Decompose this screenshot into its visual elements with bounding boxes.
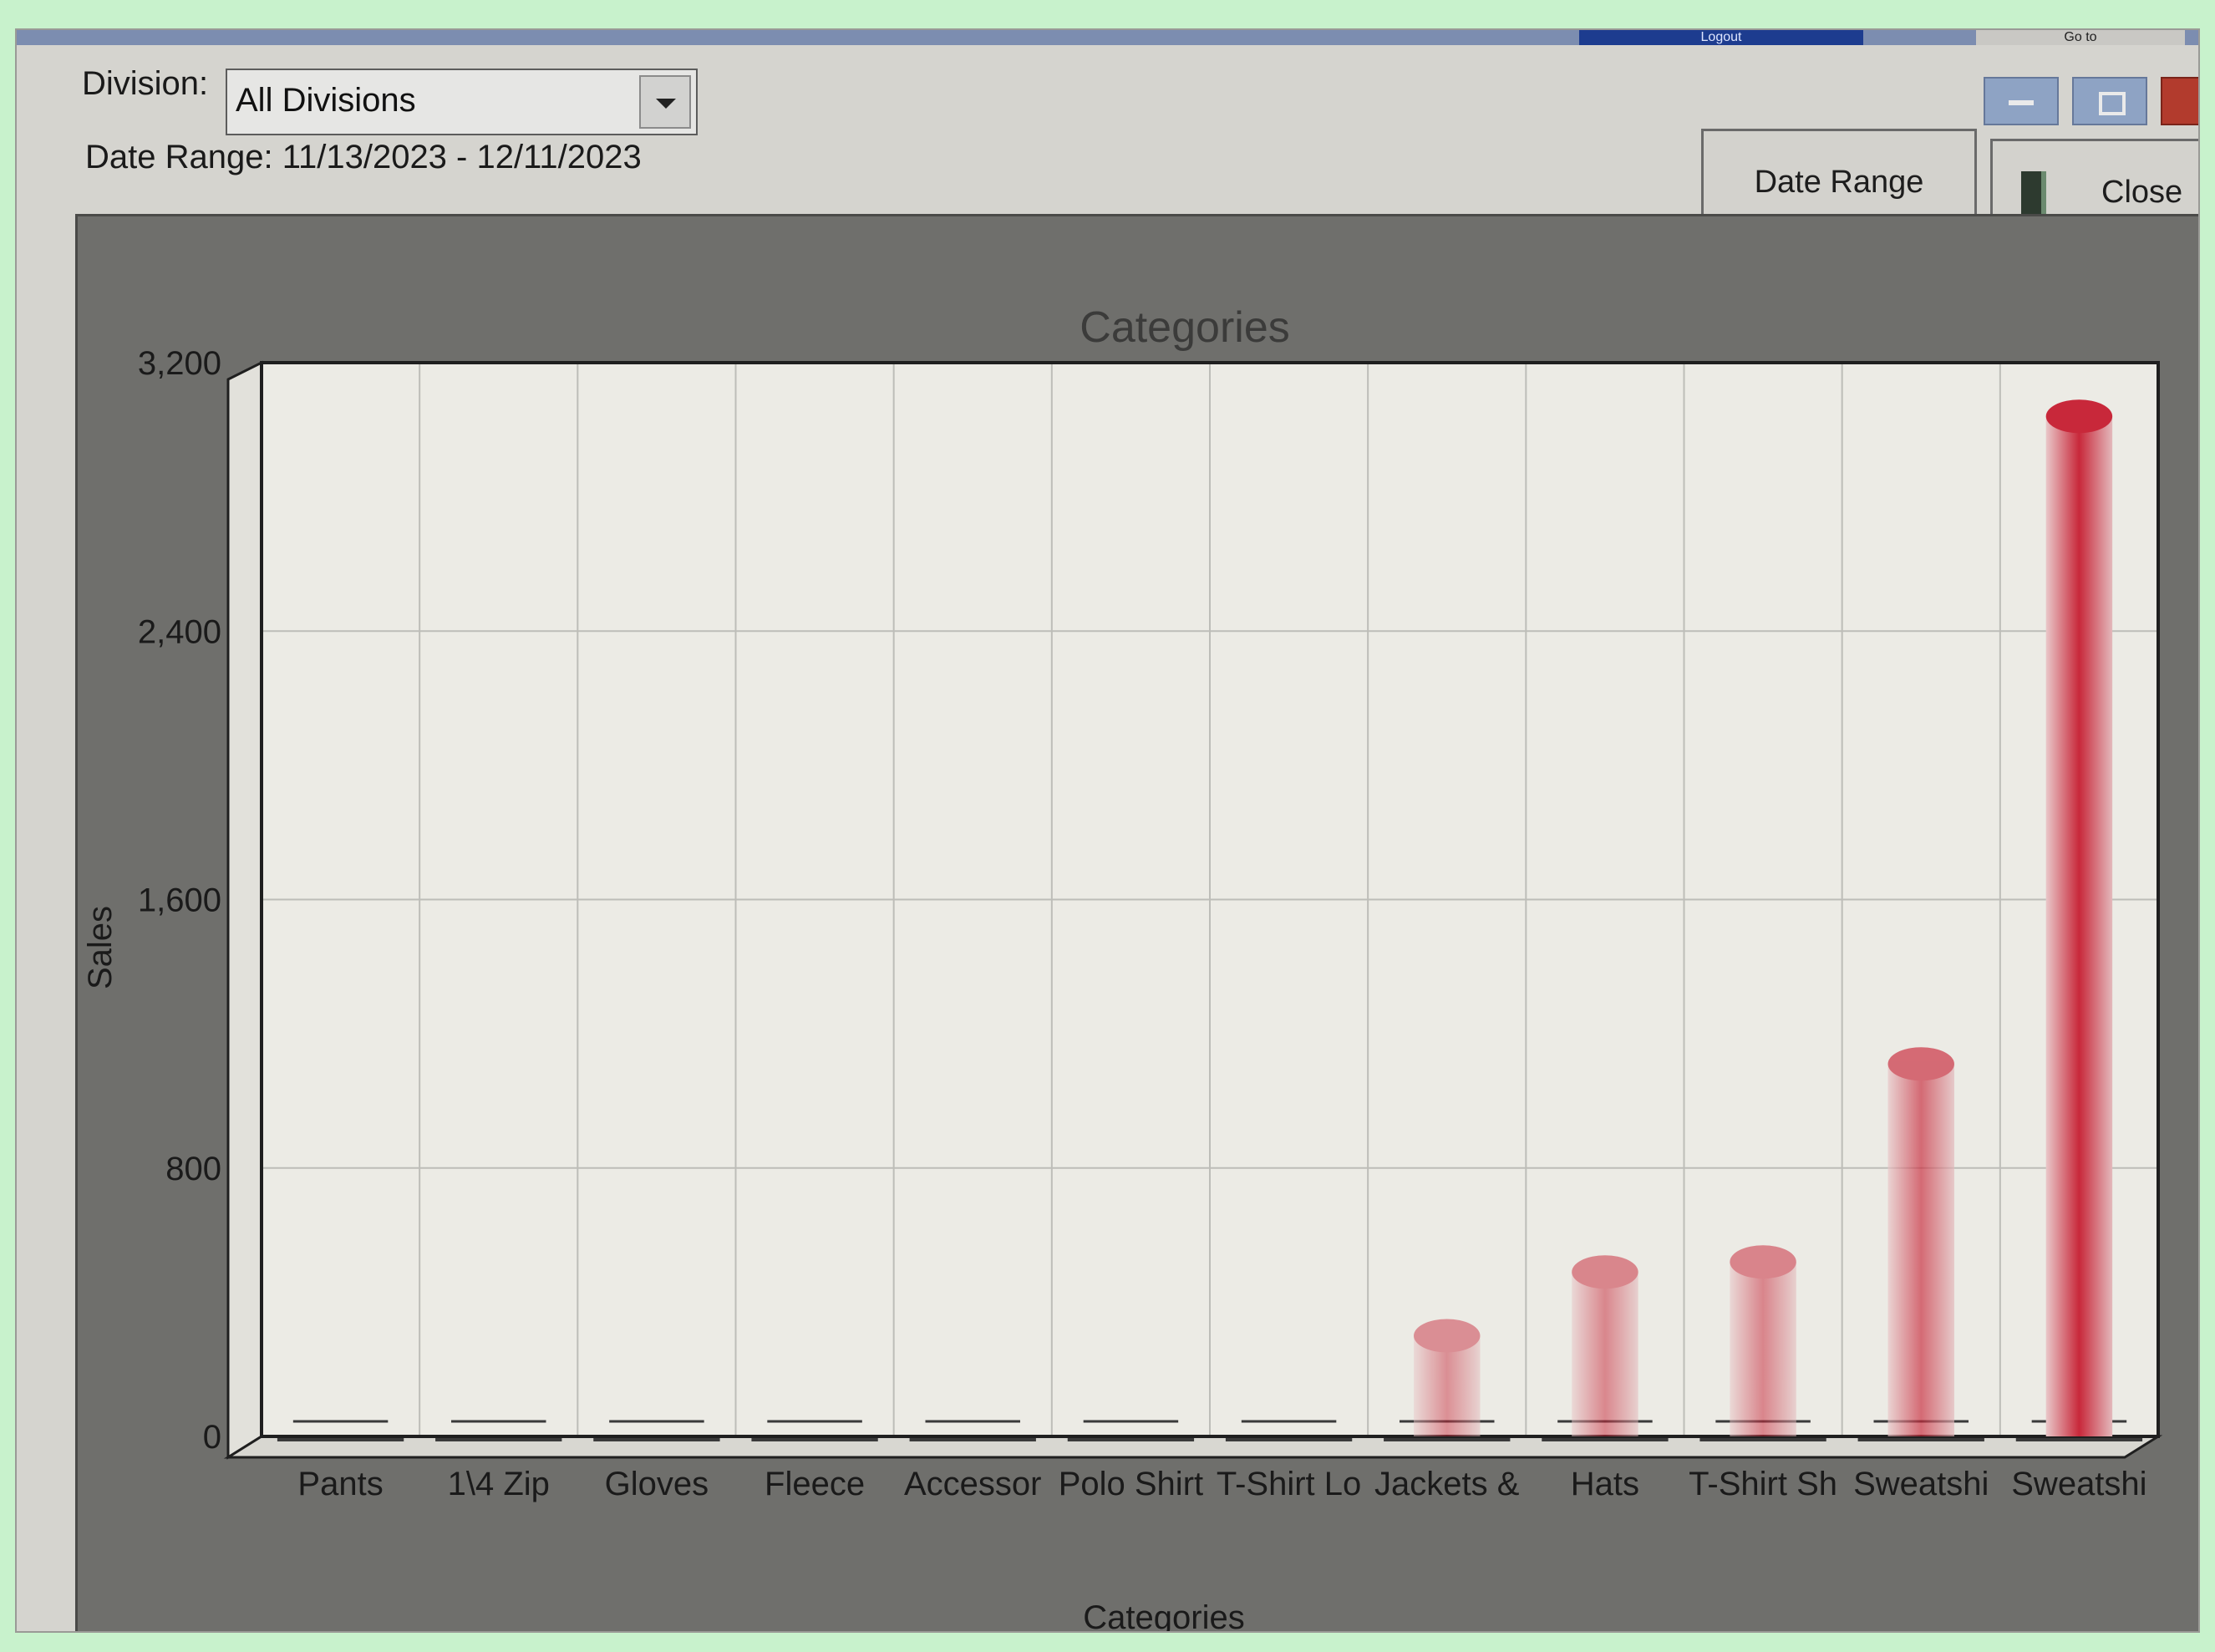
chevron-down-icon[interactable]: [639, 75, 691, 129]
bar-body: [1572, 1272, 1638, 1436]
bar-cap: [2045, 399, 2113, 434]
division-select[interactable]: All Divisions: [226, 69, 698, 135]
app-window: Logout Go to Division: All Divisions Dat…: [15, 28, 2200, 1633]
bar-body: [2045, 416, 2113, 1436]
x-axis-label: Categories: [1083, 1599, 1244, 1632]
grid-lines: [262, 363, 2158, 1436]
division-label: Division:: [82, 65, 209, 102]
x-tick-label: Accessor: [904, 1466, 1042, 1502]
y-tick-label: 3,200: [138, 345, 221, 382]
sales-by-category-chart: 0 800 1,600 2,400 3,200 Pants 1\4 Zip Gloves Fl…: [82, 303, 2163, 1632]
bar: [1887, 1047, 1954, 1436]
x-tick-label: 1\4 Zip: [448, 1466, 550, 1502]
x-axis-ticks: Pants 1\4 Zip Gloves Fleece Accessor Polo Shi…: [297, 1466, 2146, 1502]
bar: [1414, 1319, 1481, 1436]
bar-cap: [1572, 1255, 1638, 1289]
y-axis-ticks: 0 800 1,600 2,400 3,200: [138, 345, 221, 1456]
bar: [1730, 1245, 1796, 1436]
bar: [1572, 1255, 1638, 1436]
door-exit-icon: [2021, 171, 2046, 215]
window-close-button[interactable]: [2161, 77, 2198, 125]
division-select-value: All Divisions: [236, 82, 416, 119]
x-tick-label: Hats: [1571, 1466, 1639, 1502]
x-tick-label: Gloves: [605, 1466, 709, 1502]
bar-series: [277, 399, 2143, 1441]
x-tick-label: Polo Shirt: [1059, 1466, 1203, 1502]
goto-tab[interactable]: Go to: [1976, 30, 2185, 45]
close-button-label: Close: [2101, 175, 2183, 210]
y-axis-label: Sales: [82, 906, 119, 989]
x-tick-label: Fleece: [765, 1466, 865, 1502]
x-tick-label: Sweatshi: [2011, 1466, 2146, 1502]
x-tick-label: Sweatshi: [1853, 1466, 1989, 1502]
bar-cap: [1414, 1319, 1481, 1353]
plot-left-wall: [226, 360, 263, 1460]
x-tick-label: T-Shirt Sh: [1689, 1466, 1837, 1502]
x-tick-label: Pants: [297, 1466, 383, 1502]
y-tick-label: 800: [165, 1151, 221, 1187]
y-tick-label: 0: [203, 1419, 221, 1456]
bar-body: [1730, 1262, 1796, 1436]
bar-cap: [1730, 1245, 1796, 1279]
bar-body: [1414, 1335, 1481, 1436]
bar-cap: [1887, 1047, 1954, 1081]
bar: [2045, 399, 2113, 1436]
x-tick-label: T-Shirt Lo: [1217, 1466, 1361, 1502]
maximize-button[interactable]: [2072, 77, 2147, 125]
chart-panel: 0 800 1,600 2,400 3,200 Pants 1\4 Zip Gloves Fl…: [75, 214, 2198, 1632]
x-tick-label: Jackets &: [1374, 1466, 1520, 1502]
minimize-button[interactable]: [1984, 77, 2059, 125]
top-tab-strip: Logout Go to: [17, 30, 2198, 45]
y-tick-label: 1,600: [138, 882, 221, 919]
date-range-text: Date Range: 11/13/2023 - 12/11/2023: [85, 139, 642, 175]
plot-border: [260, 361, 2160, 1438]
bar-body: [1887, 1064, 1954, 1436]
y-tick-label: 2,400: [138, 613, 221, 650]
logout-tab[interactable]: Logout: [1579, 30, 1863, 45]
plot-frame: [223, 360, 2163, 1460]
chart-title: Categories: [1080, 303, 1289, 352]
